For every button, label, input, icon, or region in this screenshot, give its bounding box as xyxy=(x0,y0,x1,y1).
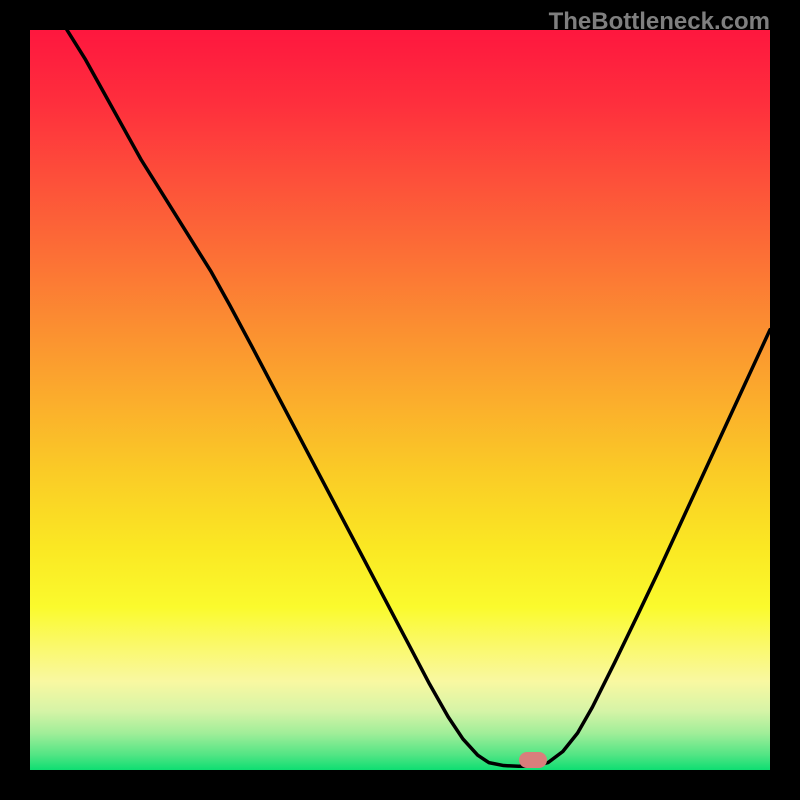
chart-container: TheBottleneck.com xyxy=(0,0,800,800)
watermark-text: TheBottleneck.com xyxy=(549,8,770,36)
current-config-marker xyxy=(519,752,547,768)
plot-area xyxy=(30,30,770,770)
performance-curve xyxy=(30,30,770,770)
